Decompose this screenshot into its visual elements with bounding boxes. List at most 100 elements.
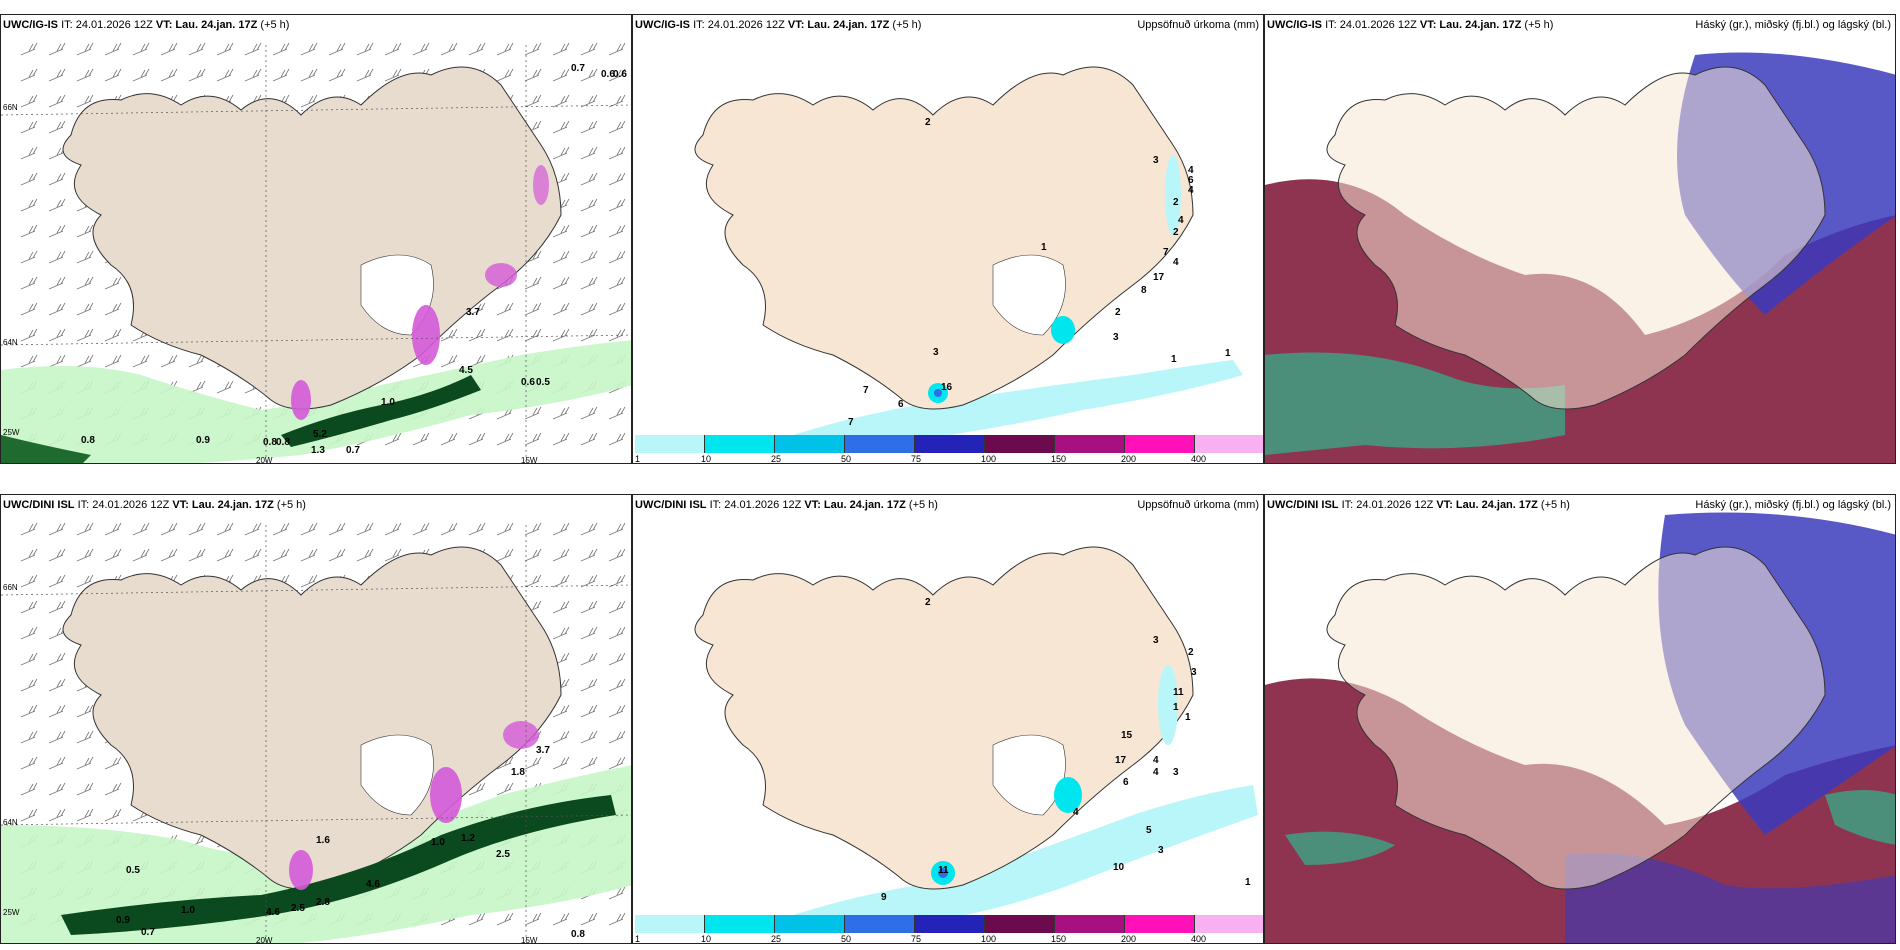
- wind-value-label: 1.0: [431, 837, 445, 848]
- wind-barb: [48, 574, 66, 588]
- wind-barb: [48, 704, 66, 718]
- wind-barb: [580, 548, 598, 562]
- parallel: [1, 104, 631, 116]
- wind-barb: [580, 198, 598, 212]
- panel-clouds-row1: UWC/IG-IS IT: 24.01.2026 12Z VT: Lau. 24…: [1264, 14, 1896, 464]
- wind-barb: [384, 68, 402, 82]
- colorbar-swatch: [775, 915, 845, 933]
- wind-barb: [104, 548, 122, 562]
- wind-barb: [580, 652, 598, 666]
- wind-barb: [300, 94, 318, 108]
- precip-value-label: 2: [1173, 227, 1179, 238]
- wind-barb: [48, 224, 66, 238]
- colorbar-tick-label: 75: [911, 934, 922, 944]
- wind-barb: [608, 302, 626, 316]
- precip-value-label: 2: [1173, 197, 1179, 208]
- precip-value-label: 8: [1141, 285, 1147, 296]
- wind-barb: [20, 94, 38, 108]
- wind-barb: [48, 172, 66, 186]
- parallel: [1, 814, 631, 826]
- colorbar-tick-label: 200: [1121, 934, 1137, 944]
- wind-barb: [272, 548, 290, 562]
- wind-barb: [580, 68, 598, 82]
- wind-barb: [76, 808, 94, 822]
- wind-barb: [552, 912, 570, 926]
- wind-barb: [384, 548, 402, 562]
- wind-barb: [496, 548, 514, 562]
- wind-barb: [216, 522, 234, 536]
- wind-barb: [580, 432, 598, 446]
- land-iceland: [62, 66, 562, 410]
- panel-precip-row1: UWC/IG-IS IT: 24.01.2026 12Z VT: Lau. 24…: [632, 14, 1264, 464]
- wind-barb: [580, 224, 598, 238]
- snow-max-3: [503, 721, 539, 749]
- wind-value-label: 0.8: [263, 437, 277, 448]
- wind-value-label: 0.8: [571, 929, 585, 940]
- wind-barb: [104, 782, 122, 796]
- wind-barb: [20, 626, 38, 640]
- colorbar-swatch: [1055, 915, 1125, 933]
- precip-value-label: 3: [1113, 332, 1119, 343]
- precip-value-label: 1: [1245, 877, 1251, 888]
- wind-barb: [76, 756, 94, 770]
- snow-max-2: [291, 380, 311, 420]
- colorbar-tick-label: 75: [911, 454, 922, 464]
- wind-value-labels: 1.6 0.5 0.9 0.7 1.0 4.6 2.5 2.8 4.6 1.0 1.2 2.5 1.8 3…: [116, 745, 585, 940]
- wind-barb: [524, 432, 542, 446]
- land-iceland: [1326, 546, 1826, 890]
- wind-value-label: 0.7: [571, 63, 585, 74]
- panel-header: UWC/DINI ISL IT: 24.01.2026 12Z VT: Lau.…: [635, 499, 938, 511]
- wind-barb: [608, 574, 626, 588]
- wind-barb: [496, 912, 514, 926]
- panel-header: UWC/IG-IS IT: 24.01.2026 12Z VT: Lau. 24…: [3, 19, 290, 31]
- colorbar-swatch: [845, 435, 915, 453]
- wind-barb: [580, 756, 598, 770]
- parallel: [1, 584, 631, 596]
- wind-barb: [20, 574, 38, 588]
- wind-barb: [76, 354, 94, 368]
- precip-value-label: 5: [1146, 825, 1152, 836]
- wind-barb: [76, 574, 94, 588]
- axis-label-lat66: 66N: [3, 583, 18, 592]
- wind-barb: [524, 574, 542, 588]
- wind-barb: [608, 704, 626, 718]
- wind-barb: [608, 432, 626, 446]
- wind-barb: [20, 42, 38, 56]
- wind-value-label: 0.7: [141, 927, 155, 938]
- wind-barb: [468, 42, 486, 56]
- panel-wind-row2: UWC/DINI ISL IT: 24.01.2026 12Z VT: Lau.…: [0, 494, 632, 944]
- wind-value-label: 4.5: [459, 365, 473, 376]
- wind-barb: [356, 68, 374, 82]
- wind-barb: [552, 42, 570, 56]
- wind-value-label: 0.5: [126, 865, 140, 876]
- precip-value-label: 15: [1121, 730, 1133, 741]
- wind-barb: [48, 120, 66, 134]
- axis-label-lon20: 20W: [256, 456, 273, 464]
- colorbar-swatch: [1195, 435, 1263, 453]
- precip-value-label: 7: [863, 385, 869, 396]
- wind-barb: [76, 42, 94, 56]
- precip-value-label: 1: [1041, 242, 1047, 253]
- colorbar-swatch: [705, 435, 775, 453]
- glacier-white: [360, 254, 434, 336]
- wind-barb: [356, 548, 374, 562]
- panel-title: Háský (gr.), miðský (fj.bl.) og lágský (…: [1695, 19, 1891, 31]
- wind-barb: [48, 68, 66, 82]
- wind-barb: [608, 172, 626, 186]
- wind-barb: [20, 276, 38, 290]
- wind-barb: [412, 522, 430, 536]
- wind-barb: [608, 406, 626, 420]
- wind-barb: [468, 782, 486, 796]
- wind-value-label: 3.7: [536, 745, 550, 756]
- wind-barb: [76, 782, 94, 796]
- wind-barb: [608, 730, 626, 744]
- wind-barb: [104, 42, 122, 56]
- colorbar: 1 10 25 50 75 100 150 200 400: [633, 915, 1263, 944]
- wind-value-label: 1.6: [316, 835, 330, 846]
- wind-barb: [468, 432, 486, 446]
- wind-barb: [608, 250, 626, 264]
- wind-barb: [300, 548, 318, 562]
- wind-barb: [440, 432, 458, 446]
- precip-value-label: 3: [1153, 155, 1159, 166]
- precip-value-label: 1: [1185, 712, 1191, 723]
